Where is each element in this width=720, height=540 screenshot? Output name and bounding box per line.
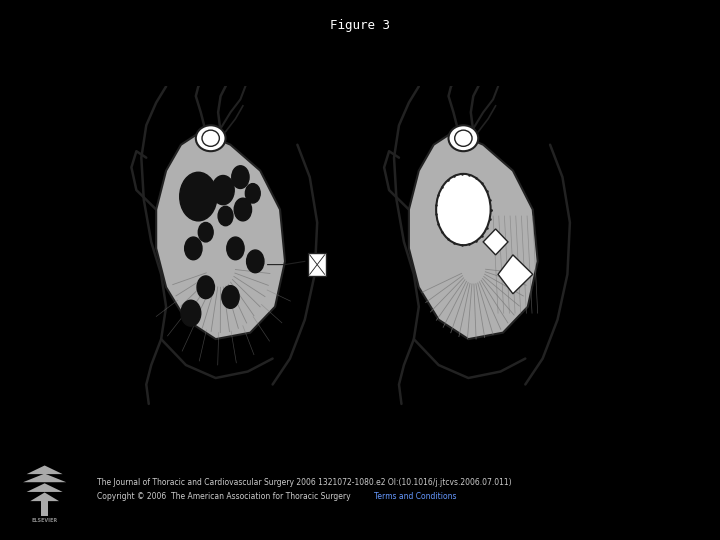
Circle shape [198, 222, 213, 242]
Text: Copyright © 2006  The American Association for Thoracic Surgery: Copyright © 2006 The American Associatio… [97, 492, 354, 501]
Polygon shape [30, 492, 59, 501]
Text: The Journal of Thoracic and Cardiovascular Surgery 2006 1321072-1080.e2 OI:(10.1: The Journal of Thoracic and Cardiovascul… [97, 478, 512, 487]
Circle shape [180, 172, 217, 221]
Ellipse shape [202, 130, 220, 146]
Circle shape [218, 206, 233, 226]
Ellipse shape [449, 125, 478, 151]
Polygon shape [27, 483, 63, 492]
Circle shape [227, 237, 244, 260]
Circle shape [197, 276, 215, 299]
Text: Terms and Conditions: Terms and Conditions [374, 492, 457, 501]
Polygon shape [483, 229, 508, 255]
Circle shape [436, 174, 490, 245]
Polygon shape [308, 253, 326, 276]
Polygon shape [23, 474, 66, 482]
Circle shape [232, 166, 249, 188]
Circle shape [234, 198, 251, 221]
Text: B: B [377, 382, 388, 397]
Text: A: A [124, 382, 136, 397]
Circle shape [246, 184, 260, 203]
Text: ELSEVIER: ELSEVIER [32, 518, 58, 523]
Circle shape [246, 250, 264, 273]
Ellipse shape [196, 125, 225, 151]
Circle shape [184, 237, 202, 260]
Polygon shape [27, 465, 63, 474]
Polygon shape [498, 255, 533, 294]
Ellipse shape [455, 130, 472, 146]
Polygon shape [41, 500, 48, 516]
Circle shape [212, 176, 234, 205]
Polygon shape [156, 132, 285, 339]
Polygon shape [409, 132, 538, 339]
Circle shape [181, 300, 201, 326]
Text: Figure 3: Figure 3 [330, 19, 390, 32]
Circle shape [222, 286, 239, 308]
